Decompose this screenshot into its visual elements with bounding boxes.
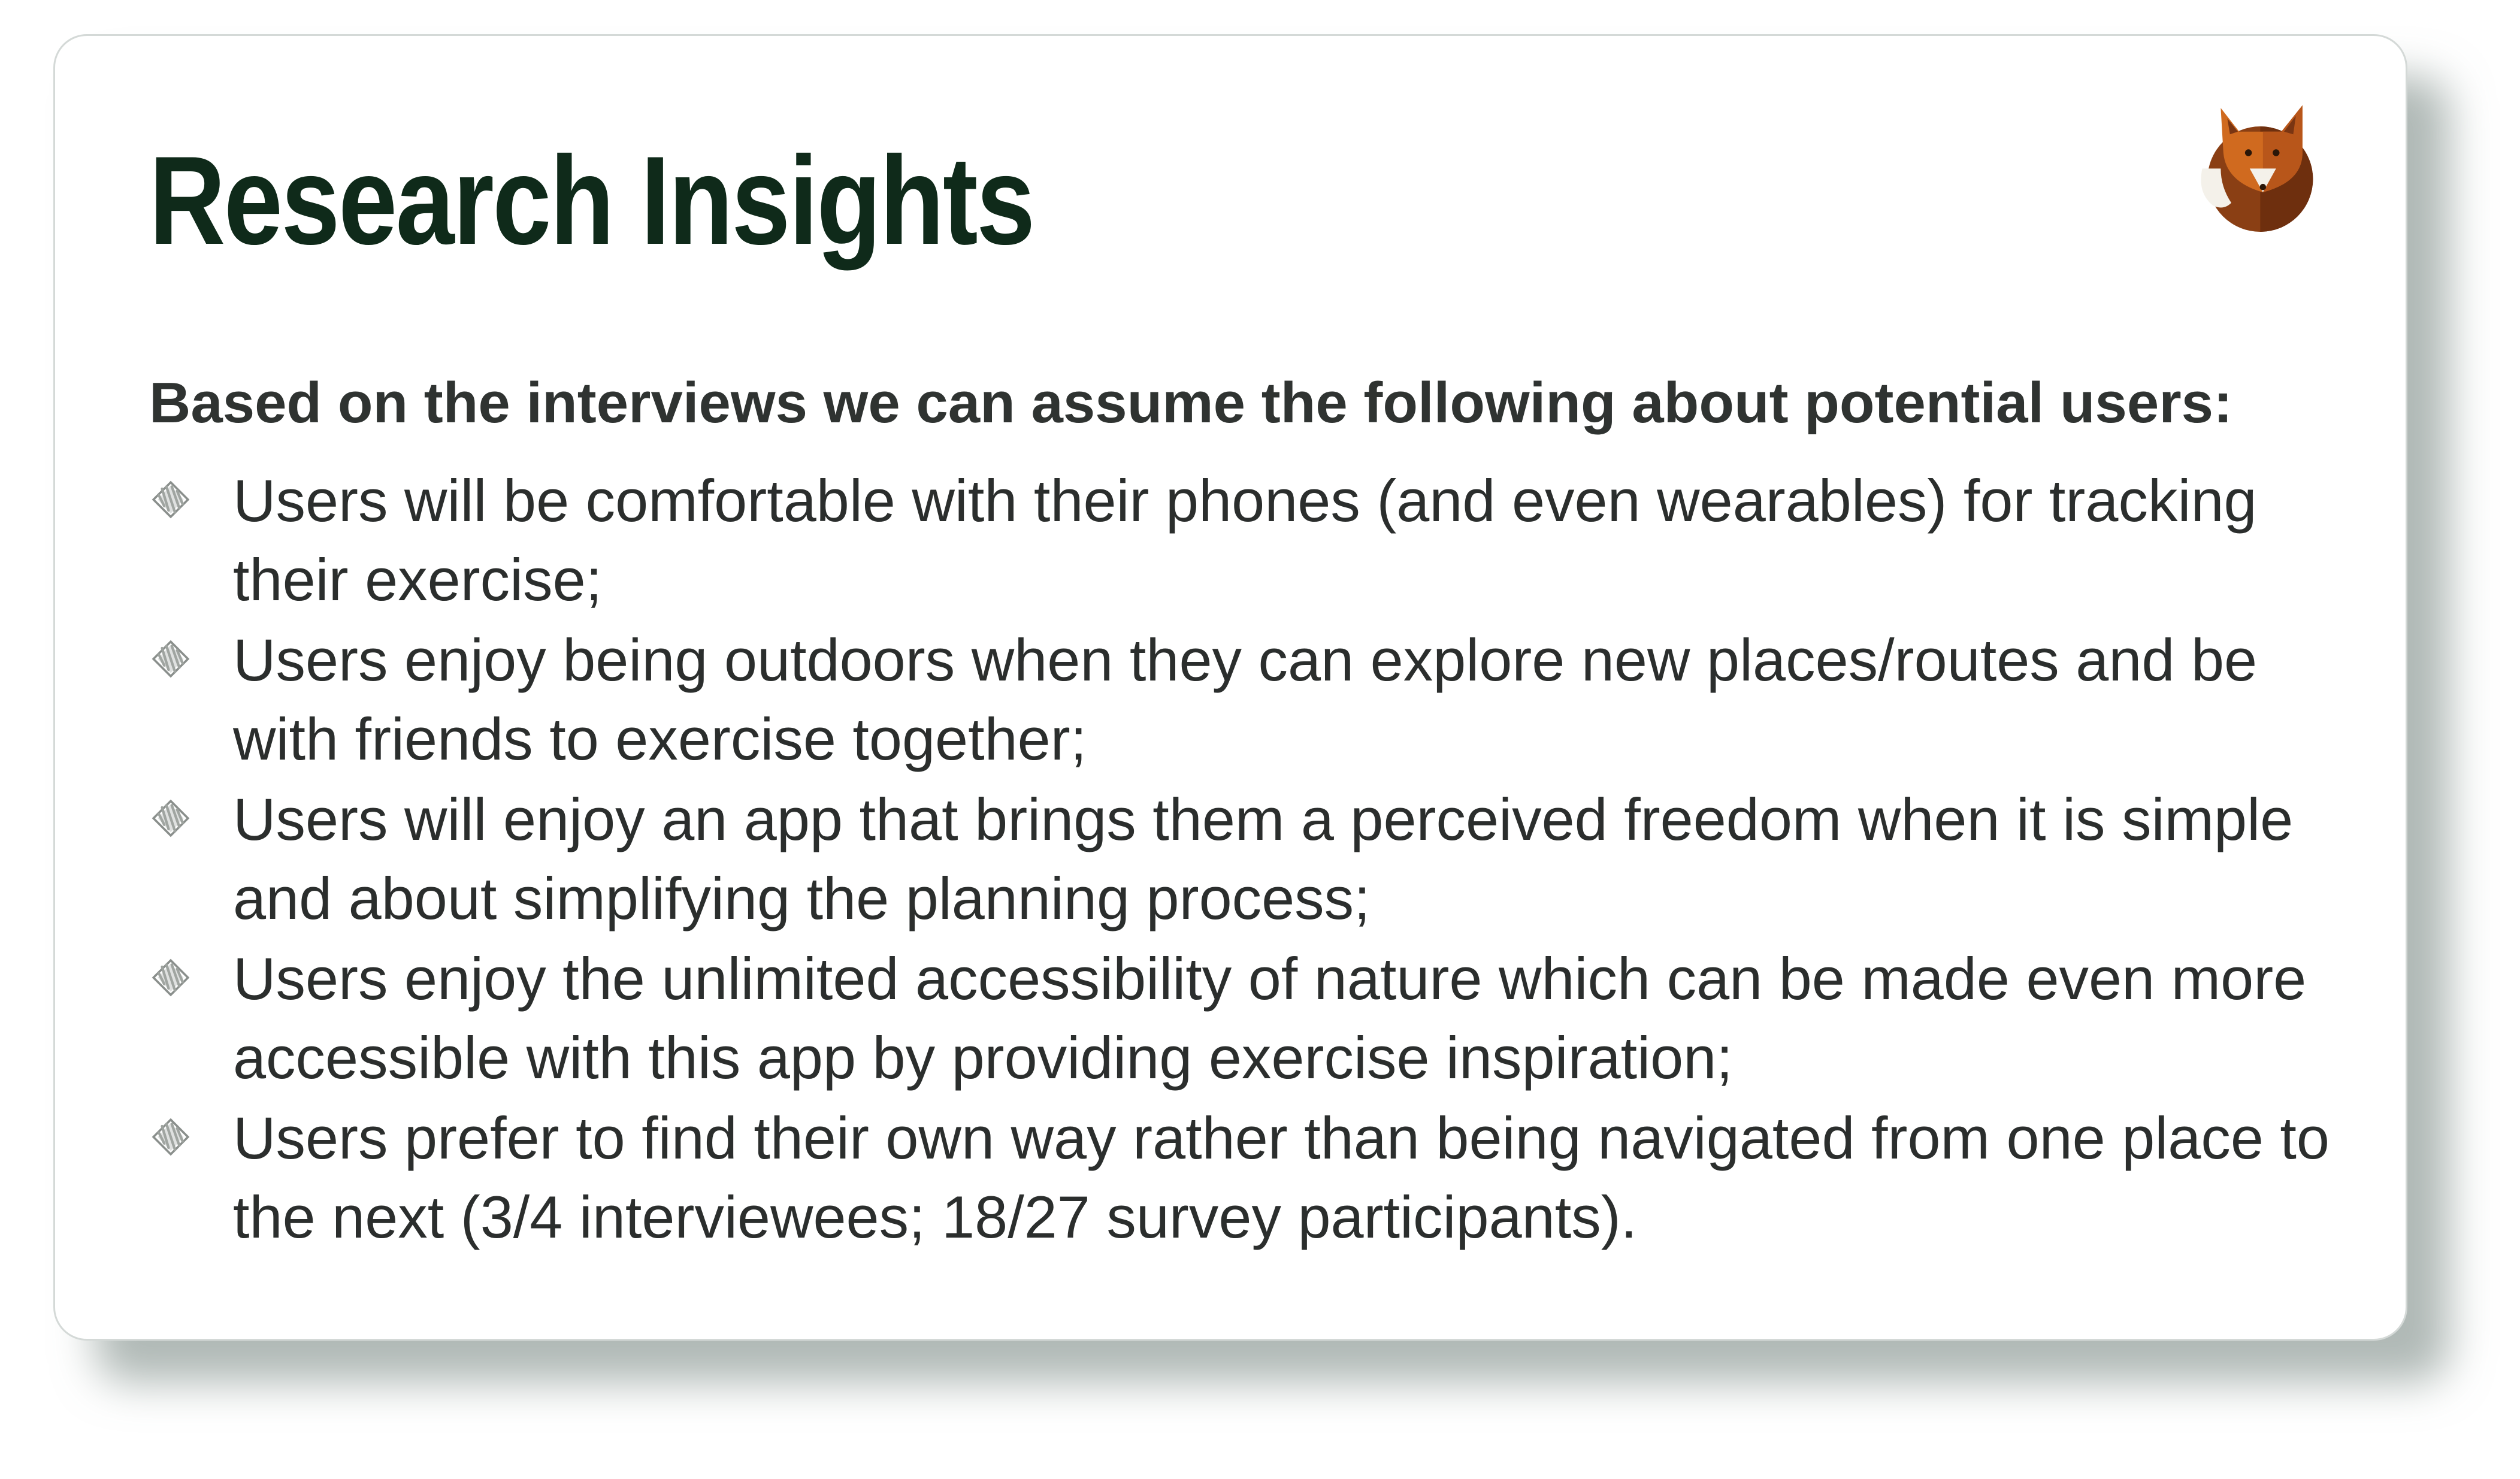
- scribble-diamond-bullet-icon: [149, 1115, 192, 1159]
- insight-text: Users will enjoy an app that brings them…: [233, 786, 2294, 931]
- scribble-diamond-bullet-icon: [149, 478, 192, 521]
- insight-text: Users enjoy the unlimited accessibility …: [233, 945, 2307, 1091]
- insight-item: Users prefer to find their own way rathe…: [149, 1099, 2336, 1257]
- insight-list: Users will be comfortable with their pho…: [149, 461, 2336, 1258]
- insight-item: Users will be comfortable with their pho…: [149, 461, 2336, 619]
- scribble-diamond-bullet-icon: [149, 797, 192, 840]
- insight-item: Users will enjoy an app that brings them…: [149, 780, 2336, 938]
- scribble-diamond-bullet-icon: [149, 637, 192, 680]
- slide-title: Research Insights: [149, 130, 1035, 271]
- slide-subtitle: Based on the interviews we can assume th…: [149, 371, 2233, 435]
- insight-text: Users will be comfortable with their pho…: [233, 467, 2257, 613]
- insight-item: Users enjoy the unlimited accessibility …: [149, 939, 2336, 1097]
- fox-logo-icon: [2192, 100, 2324, 232]
- slide-card: Research Insights Based on the interview…: [53, 34, 2407, 1341]
- insight-item: Users enjoy being outdoors when they can…: [149, 621, 2336, 779]
- scribble-diamond-bullet-icon: [149, 956, 192, 999]
- insight-text: Users enjoy being outdoors when they can…: [233, 627, 2258, 772]
- insight-text: Users prefer to find their own way rathe…: [233, 1105, 2330, 1250]
